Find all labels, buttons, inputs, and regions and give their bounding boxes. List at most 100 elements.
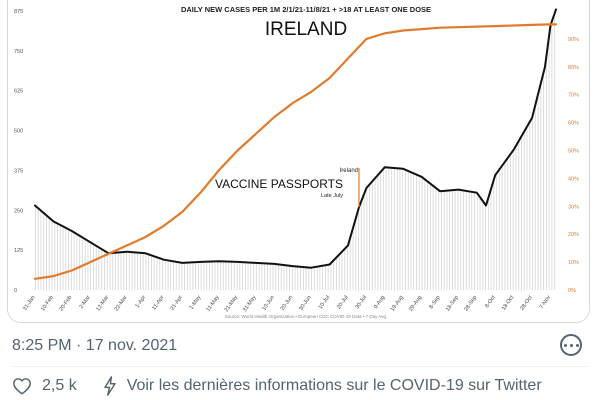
daily-case-bar <box>543 74 544 290</box>
daily-case-bar <box>316 266 318 290</box>
covid-info-link[interactable]: Voir les dernières informations sur le C… <box>103 376 542 396</box>
heart-icon[interactable] <box>12 377 32 395</box>
daily-case-bar <box>195 262 197 290</box>
daily-case-bar <box>440 191 442 290</box>
daily-case-bar <box>65 227 67 290</box>
daily-case-bar <box>134 252 136 290</box>
like-button[interactable]: 2,5 k <box>12 377 77 395</box>
daily-case-bar <box>388 167 390 290</box>
daily-case-bar <box>109 253 111 290</box>
daily-case-bar <box>291 266 293 290</box>
daily-case-bar <box>131 252 133 290</box>
daily-case-bar <box>231 261 232 290</box>
daily-case-bar <box>209 261 210 290</box>
daily-case-bar <box>192 262 194 290</box>
daily-case-bar <box>501 166 503 290</box>
daily-case-bar <box>258 263 260 290</box>
y-right-tick-label: 20% <box>568 232 579 238</box>
tweet-timestamp[interactable]: 8:25 PM · 17 nov. 2021 <box>12 334 177 358</box>
daily-case-bar <box>200 261 202 290</box>
daily-case-bar <box>490 190 492 290</box>
daily-case-bar <box>186 262 188 290</box>
daily-case-bar <box>523 132 525 290</box>
daily-case-bar <box>239 262 241 290</box>
daily-case-bar <box>374 178 376 290</box>
daily-case-bar <box>534 106 536 291</box>
daily-case-bar <box>162 259 163 290</box>
daily-case-bar <box>264 263 266 290</box>
daily-case-bar <box>142 253 144 290</box>
timestamp-text[interactable]: 8:25 PM · 17 nov. 2021 <box>12 337 178 354</box>
daily-case-bar <box>220 261 221 290</box>
tweet-actions: 2,5 k Voir les dernières informations su… <box>12 372 588 400</box>
divider <box>12 366 588 367</box>
daily-case-bar <box>382 169 384 290</box>
daily-case-bar <box>267 263 268 290</box>
daily-case-bar <box>247 262 249 290</box>
daily-case-bar <box>203 261 205 290</box>
daily-case-bar <box>101 248 103 290</box>
daily-case-bar <box>391 167 393 290</box>
daily-case-bar <box>394 168 395 290</box>
daily-case-bar <box>173 261 174 290</box>
y-left-tick-label: 0 <box>14 288 17 294</box>
y-right-tick-label: 10% <box>568 260 579 266</box>
y-left-tick-label: 750 <box>14 49 23 55</box>
annotation-small-top: Ireland <box>340 168 358 174</box>
daily-case-bar <box>360 202 362 290</box>
daily-case-bar <box>46 215 47 290</box>
daily-case-bar <box>159 258 161 290</box>
daily-case-bar <box>181 262 183 290</box>
daily-case-bar <box>510 154 511 290</box>
daily-case-bar <box>253 262 255 290</box>
daily-case-bar <box>333 260 335 290</box>
daily-case-bar <box>485 204 486 290</box>
daily-case-bar <box>145 253 147 290</box>
like-count: 2,5 k <box>42 377 77 394</box>
daily-case-bar <box>521 136 522 290</box>
chart-image[interactable]: DAILY NEW CASES PER 1M 2/1/21-11/8/21 + … <box>7 0 590 323</box>
daily-case-bar <box>548 39 550 291</box>
daily-case-bar <box>507 158 509 290</box>
daily-case-bar <box>156 257 158 290</box>
vaccination-line <box>33 23 558 280</box>
daily-case-bar <box>504 162 506 290</box>
daily-case-bar <box>468 191 470 290</box>
daily-case-bar <box>214 261 216 290</box>
y-right-tick-label: 0% <box>568 288 576 294</box>
daily-case-bar <box>313 267 315 290</box>
daily-case-bar <box>90 242 92 290</box>
more-options-icon[interactable] <box>560 334 582 356</box>
daily-case-bar <box>59 224 61 290</box>
daily-case-bar <box>233 261 235 290</box>
daily-case-bar <box>496 173 498 290</box>
daily-case-bar <box>526 127 528 291</box>
chart-subtitle: IRELAND <box>265 19 347 40</box>
daily-case-bar <box>189 262 191 290</box>
y-left-tick-label: 250 <box>14 208 23 214</box>
daily-case-bar <box>487 199 489 290</box>
daily-case-bar <box>554 14 556 290</box>
daily-case-bar <box>471 191 473 290</box>
daily-case-bar <box>275 264 277 290</box>
daily-case-bar <box>432 185 434 290</box>
daily-case-bar <box>126 251 127 290</box>
daily-case-bar <box>175 261 177 290</box>
daily-case-bar <box>225 261 227 290</box>
daily-case-bar <box>278 264 279 290</box>
daily-case-bar <box>369 184 370 290</box>
daily-case-bar <box>452 190 453 290</box>
daily-case-bar <box>347 246 348 290</box>
daily-case-bar <box>532 117 533 290</box>
covid-info-text[interactable]: Voir les dernières informations sur le C… <box>126 377 542 394</box>
daily-case-bar <box>545 59 547 291</box>
daily-case-bar <box>443 190 445 290</box>
daily-case-bar <box>429 183 431 290</box>
y-left-tick-label: 375 <box>14 168 23 174</box>
daily-case-bar <box>294 266 296 290</box>
daily-case-bar <box>87 240 89 290</box>
daily-case-bar <box>120 252 122 290</box>
daily-case-bar <box>289 265 290 290</box>
daily-case-bar <box>153 256 155 290</box>
daily-case-bar <box>68 229 69 290</box>
